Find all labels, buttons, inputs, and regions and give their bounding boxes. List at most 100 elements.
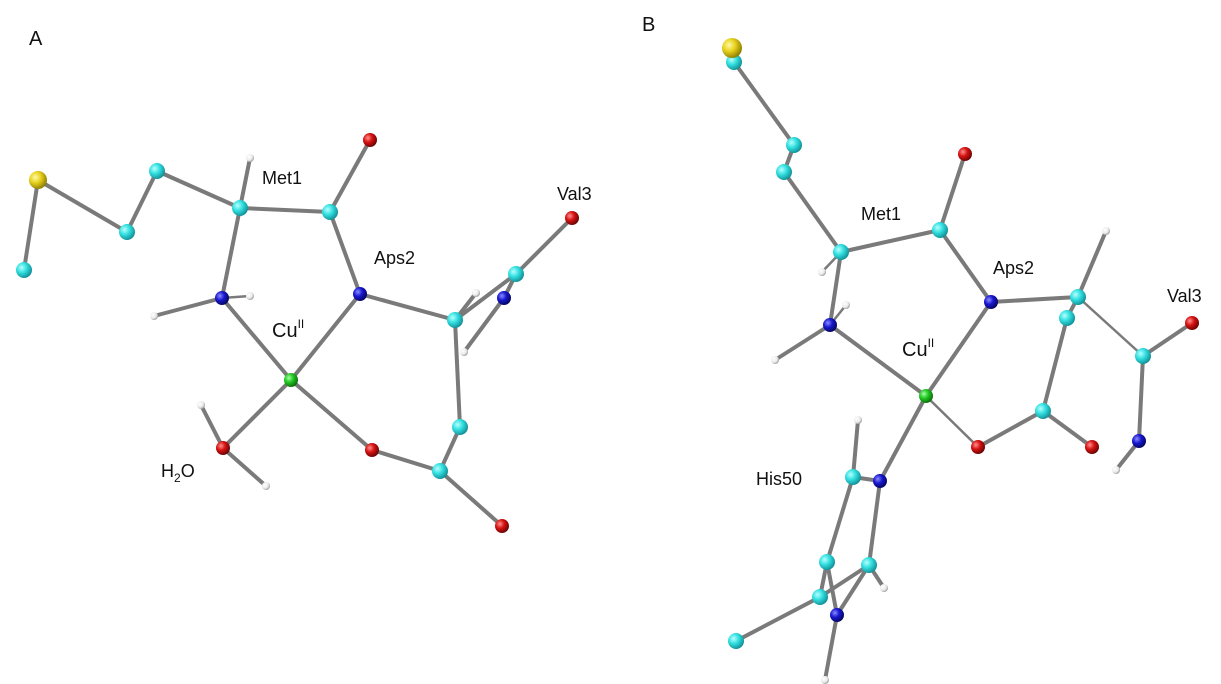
hydrogen-atom: [1102, 227, 1110, 235]
residue-label-val3: Val3: [557, 184, 592, 204]
copper-atom: [284, 373, 298, 387]
oxygen-atom: [958, 147, 972, 161]
carbon-atom: [452, 419, 468, 435]
nitrogen-atom: [353, 287, 367, 301]
bond: [837, 565, 869, 615]
hydrogen-atom: [472, 289, 480, 297]
bond: [1078, 297, 1143, 356]
nitrogen-atom: [830, 608, 844, 622]
hydrogen-atom: [150, 312, 158, 320]
carbon-atom: [728, 633, 744, 649]
carbon-atom: [819, 554, 835, 570]
residue-label-val3: Val3: [1167, 286, 1202, 306]
bond: [978, 411, 1043, 447]
oxygen-atom: [216, 441, 230, 455]
bond: [330, 140, 370, 212]
nitrogen-atom: [497, 291, 511, 305]
carbon-atom: [861, 557, 877, 573]
hydrogen-atom: [460, 348, 468, 356]
copper-label: CuII: [272, 317, 304, 342]
water-label: H2O: [161, 461, 195, 485]
bond: [775, 325, 830, 360]
bond: [201, 405, 223, 448]
hydrogen-atom: [246, 292, 254, 300]
bond: [240, 208, 330, 212]
carbon-atom: [149, 163, 165, 179]
carbon-atom: [432, 463, 448, 479]
bond: [880, 396, 926, 481]
carbon-atom: [119, 224, 135, 240]
carbon-atom: [812, 589, 828, 605]
nitrogen-atom: [823, 318, 837, 332]
bond: [1143, 323, 1192, 356]
bond: [827, 477, 853, 562]
residue-label-asp2: Aps2: [374, 248, 415, 268]
hydrogen-atom: [818, 268, 826, 276]
bond: [360, 294, 455, 320]
carbon-atom: [322, 204, 338, 220]
bond: [154, 298, 222, 316]
bond: [24, 180, 38, 270]
bond: [991, 297, 1078, 302]
residue-label-met1: Met1: [262, 168, 302, 188]
carbon-atom: [508, 266, 524, 282]
bond: [1078, 231, 1106, 297]
panel-b-atoms: [722, 38, 1199, 684]
bond: [223, 380, 291, 448]
carbon-atom: [1135, 348, 1151, 364]
carbon-atom: [932, 222, 948, 238]
nitrogen-atom: [984, 295, 998, 309]
carbon-atom: [447, 312, 463, 328]
carbon-atom: [1059, 310, 1075, 326]
bond: [940, 230, 991, 302]
bond: [784, 172, 841, 252]
carbon-atom: [232, 200, 248, 216]
bond: [291, 294, 360, 380]
copper-label: CuII: [902, 336, 934, 361]
panel-a-label: A: [29, 28, 43, 50]
sulfur-atom: [722, 38, 742, 58]
residue-label-met1: Met1: [861, 204, 901, 224]
oxygen-atom: [1185, 316, 1199, 330]
bond: [157, 171, 240, 208]
bond: [1043, 411, 1092, 447]
hydrogen-atom: [854, 416, 862, 424]
bond: [127, 171, 157, 232]
bond: [455, 320, 460, 427]
panel-b-label: B: [642, 14, 655, 36]
nitrogen-atom: [873, 474, 887, 488]
bond: [734, 62, 794, 145]
oxygen-atom: [495, 519, 509, 533]
oxygen-atom: [365, 443, 379, 457]
hydrogen-atom: [821, 676, 829, 684]
bond: [869, 481, 880, 565]
sulfur-atom: [29, 171, 47, 189]
oxygen-atom: [971, 440, 985, 454]
bond: [222, 208, 240, 298]
carbon-atom: [845, 469, 861, 485]
bond: [464, 298, 504, 352]
bond: [440, 471, 502, 526]
nitrogen-atom: [1132, 434, 1146, 448]
oxygen-atom: [565, 211, 579, 225]
bond: [330, 212, 360, 294]
copper-atom: [919, 389, 933, 403]
panel-a-bonds: [24, 140, 572, 526]
panel-a-labels: Met1 Aps2 Val3 CuII H2O: [161, 168, 592, 485]
oxygen-atom: [1085, 440, 1099, 454]
bond: [926, 396, 978, 447]
hydrogen-atom: [246, 154, 254, 162]
carbon-atom: [786, 137, 802, 153]
bond: [1043, 318, 1067, 411]
bond: [372, 450, 440, 471]
panel-a: A: [16, 28, 592, 533]
bond: [291, 380, 372, 450]
residue-label-his50: His50: [756, 469, 802, 489]
carbon-atom: [833, 244, 849, 260]
bond: [926, 302, 991, 396]
bond: [825, 615, 837, 680]
bond: [841, 230, 940, 252]
bond: [736, 597, 820, 641]
nitrogen-atom: [215, 291, 229, 305]
